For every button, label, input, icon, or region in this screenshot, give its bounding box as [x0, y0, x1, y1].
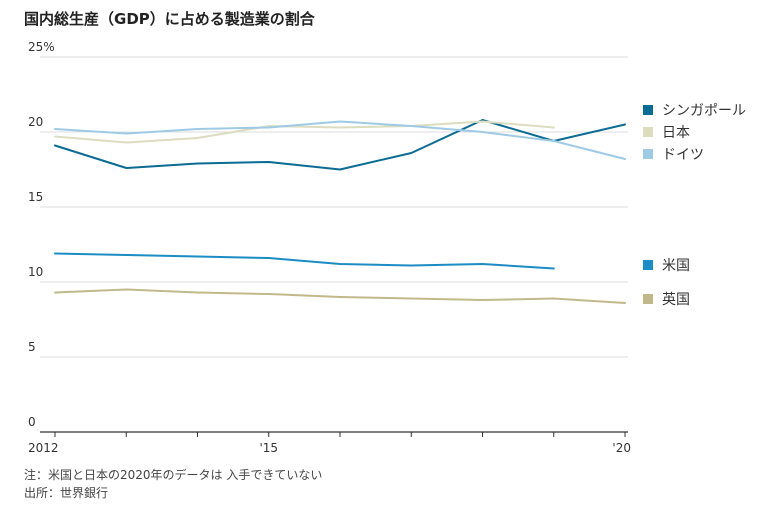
series-line-2: [54, 120, 626, 160]
x-tick-label: '15: [259, 441, 278, 455]
y-tick-label: 25%: [28, 40, 55, 54]
y-tick-label: 0: [28, 415, 36, 429]
gridlines: [40, 56, 628, 358]
series-line-0: [54, 119, 626, 171]
legend-swatch: [643, 149, 653, 159]
chart-title: 国内総生産（GDP）に占める製造業の割合: [24, 10, 315, 28]
y-tick-label: 20: [28, 115, 43, 129]
x-tick-label: 2012: [28, 441, 59, 455]
legend-label: 米国: [662, 258, 690, 274]
legend-swatch: [643, 105, 653, 115]
series-line-4: [54, 288, 626, 304]
legend-label: 英国: [662, 291, 690, 308]
legend-label: 日本: [662, 125, 690, 141]
legend-swatch: [643, 294, 653, 304]
series-line-1: [54, 120, 555, 144]
y-tick-label: 15: [28, 190, 43, 204]
y-tick-label: 10: [28, 265, 43, 279]
y-tick-label: 5: [28, 340, 36, 354]
series-lines: [54, 119, 626, 304]
chart-note: 注：米国と日本の2020年のデータは 入手できていない: [24, 468, 323, 482]
series-line-3: [54, 252, 555, 270]
axes: 0 5 10 15 20 25% 2012 '15 '20: [28, 40, 631, 455]
legend-label: ドイツ: [662, 147, 704, 163]
legend-swatch: [643, 260, 653, 270]
x-tick-label: '20: [612, 441, 631, 455]
legend-label: シンガポール: [662, 103, 746, 119]
legend-swatch: [643, 127, 653, 137]
chart-source: 出所：世界銀行: [24, 486, 109, 500]
